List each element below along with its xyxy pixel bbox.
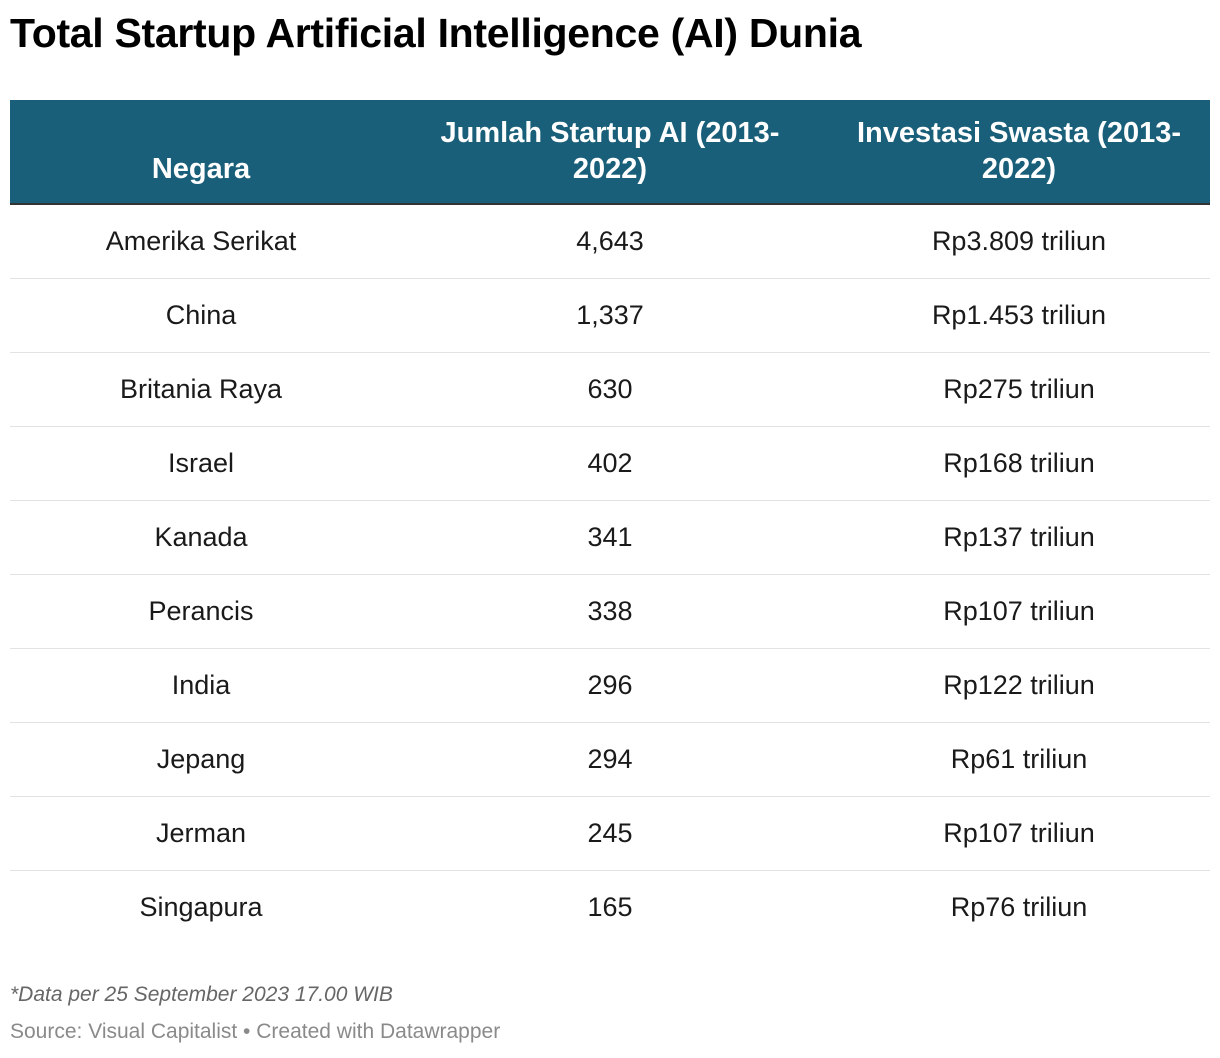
cell-jumlah-startup: 296 [392,648,828,723]
cell-jumlah-startup: 294 [392,722,828,797]
column-header-jumlah-startup[interactable]: Jumlah Startup AI (2013-2022) [392,100,828,205]
table-header: Negara Jumlah Startup AI (2013-2022) Inv… [10,100,1210,205]
cell-investasi-swasta: Rp107 triliun [828,574,1210,649]
data-table: Negara Jumlah Startup AI (2013-2022) Inv… [10,100,1210,944]
cell-investasi-swasta: Rp168 triliun [828,426,1210,501]
cell-jumlah-startup: 165 [587,891,633,922]
cell-jumlah-startup: 341 [392,500,828,575]
cell-jumlah-startup: 402 [392,426,828,501]
table-row: Jepang 294 Rp61 triliun [10,722,1210,797]
cell-jumlah-startup: 630 [392,352,828,427]
source-credit: Source: Visual Capitalist • Created with… [10,1020,501,1043]
cell-investasi-swasta: Rp107 triliun [828,796,1210,871]
table-row: Jerman 245 Rp107 triliun [10,796,1210,871]
column-header-negara[interactable]: Negara [10,100,392,205]
cell-investasi-swasta: Rp275 triliun [828,352,1210,427]
cell-negara: Britania Raya [10,352,392,427]
cell-negara: China [10,278,392,353]
cell-investasi-swasta: Rp1.453 triliun [828,278,1210,353]
table-body: Amerika Serikat 4,643 Rp3.809 triliun China… [10,204,1210,944]
cell-negara: Kanada [10,500,392,575]
cell-negara: Jepang [10,722,392,797]
table-row: Britania Raya 630 Rp275 triliun [10,352,1210,427]
data-table-container: Negara Jumlah Startup AI (2013-2022) Inv… [10,100,1210,944]
table-row: Israel 402 Rp168 triliun [10,426,1210,501]
table-row: India 296 Rp122 triliun [10,648,1210,723]
cell-investasi-swasta: Rp76 triliun [950,891,1088,922]
cell-investasi-swasta: Rp137 triliun [828,500,1210,575]
cell-investasi-swasta: Rp3.809 triliun [828,204,1210,279]
cell-negara: Perancis [10,574,392,649]
cell-negara: Israel [10,426,392,501]
table-row: Kanada 341 Rp137 triliun [10,500,1210,575]
table-row: Perancis 338 Rp107 triliun [10,574,1210,649]
table-row: Singapura 165 Rp76 triliun [10,870,1210,944]
data-note: *Data per 25 September 2023 17.00 WIB [10,983,393,1006]
cell-negara: Singapura [139,891,263,922]
table-row: Amerika Serikat 4,643 Rp3.809 triliun [10,204,1210,279]
cell-jumlah-startup: 1,337 [392,278,828,353]
cell-jumlah-startup: 245 [392,796,828,871]
table-header-row: Negara Jumlah Startup AI (2013-2022) Inv… [10,100,1210,205]
cell-investasi-swasta: Rp61 triliun [828,722,1210,797]
cell-investasi-swasta: Rp122 triliun [828,648,1210,723]
cell-jumlah-startup: 4,643 [392,204,828,279]
cell-negara: Jerman [10,796,392,871]
chart-title: Total Startup Artificial Intelligence (A… [10,10,862,56]
cell-negara: Amerika Serikat [10,204,392,279]
table-row: China 1,337 Rp1.453 triliun [10,278,1210,353]
cell-negara: India [10,648,392,723]
column-header-investasi-swasta[interactable]: Investasi Swasta (2013-2022) [828,100,1210,205]
cell-jumlah-startup: 338 [392,574,828,649]
